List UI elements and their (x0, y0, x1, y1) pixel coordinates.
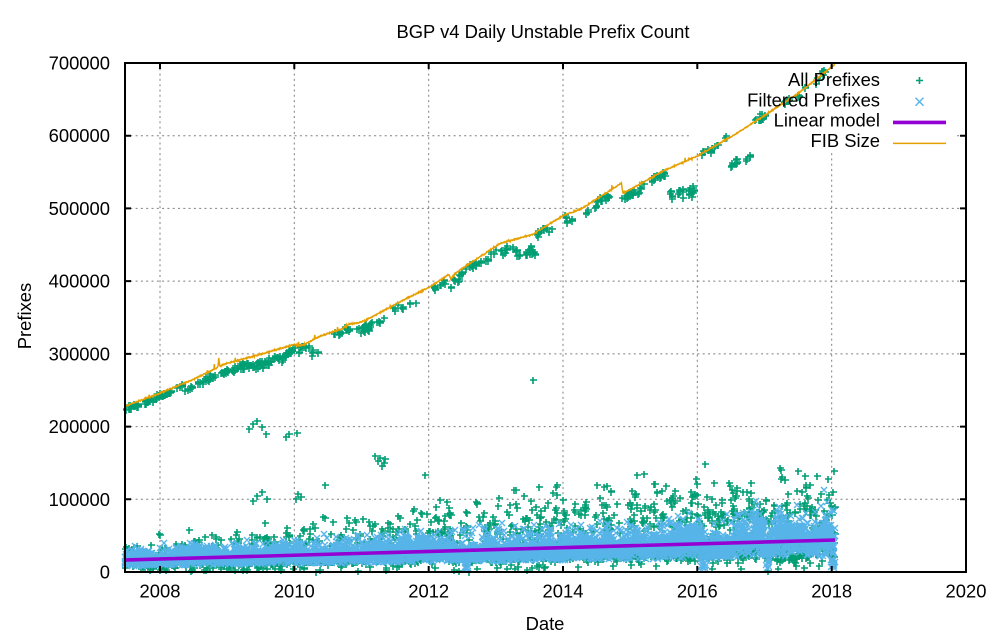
svg-text:Date: Date (526, 613, 565, 634)
svg-text:600000: 600000 (49, 125, 110, 146)
svg-text:400000: 400000 (49, 271, 110, 292)
svg-text:2018: 2018 (811, 581, 852, 602)
svg-text:300000: 300000 (49, 343, 110, 364)
svg-text:2020: 2020 (946, 581, 987, 602)
svg-text:BGP v4 Daily Unstable Prefix C: BGP v4 Daily Unstable Prefix Count (396, 21, 689, 42)
svg-text:All Prefixes: All Prefixes (788, 69, 880, 90)
svg-text:2014: 2014 (543, 581, 584, 602)
svg-text:100000: 100000 (49, 489, 110, 510)
svg-text:500000: 500000 (49, 198, 110, 219)
svg-text:Filtered Prefixes: Filtered Prefixes (747, 89, 880, 110)
svg-text:Prefixes: Prefixes (14, 283, 35, 349)
svg-text:FIB Size: FIB Size (811, 130, 881, 151)
svg-text:2012: 2012 (408, 581, 449, 602)
svg-text:2016: 2016 (677, 581, 718, 602)
svg-text:Linear model: Linear model (774, 110, 880, 131)
svg-text:2010: 2010 (274, 581, 315, 602)
svg-text:0: 0 (100, 562, 110, 583)
svg-text:200000: 200000 (49, 416, 110, 437)
svg-text:700000: 700000 (49, 53, 110, 74)
svg-text:2008: 2008 (140, 581, 181, 602)
